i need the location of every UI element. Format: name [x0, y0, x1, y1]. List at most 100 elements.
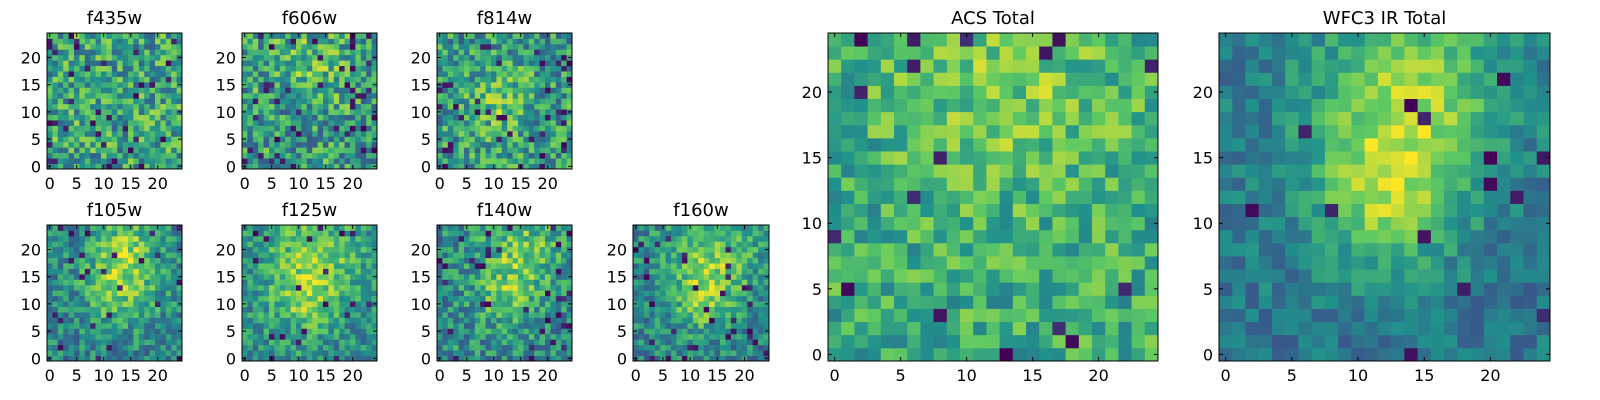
heatmap-cell — [95, 312, 102, 318]
heatmap-cell — [312, 81, 318, 88]
heatmap-cell — [720, 225, 726, 231]
heatmap-cell — [703, 268, 710, 275]
heatmap-cell — [106, 158, 113, 164]
heatmap-cell — [90, 33, 96, 39]
heatmap-cell — [480, 306, 486, 313]
heatmap-cell — [464, 103, 470, 110]
heatmap-cell — [474, 103, 481, 110]
heatmap-cell — [469, 328, 476, 335]
heatmap-cell — [442, 147, 449, 154]
heatmap-cell — [52, 60, 59, 67]
heatmap-cell — [317, 141, 324, 148]
heatmap-cell — [366, 109, 372, 115]
heatmap-cell — [171, 109, 177, 115]
heatmap-cell — [95, 284, 102, 291]
heatmap-cell — [301, 241, 308, 248]
heatmap-cell — [752, 273, 759, 280]
heatmap-cell — [649, 263, 656, 269]
heatmap-cell — [1012, 164, 1027, 178]
panel-title: f140w — [477, 200, 532, 221]
heatmap-cell — [854, 308, 868, 323]
heatmap-cell — [539, 60, 546, 67]
heatmap-cell — [74, 136, 80, 143]
heatmap-cell — [714, 312, 721, 318]
heatmap-cell — [491, 71, 497, 77]
heatmap-cell — [333, 76, 340, 83]
heatmap-cell — [128, 328, 134, 335]
heatmap-cell — [306, 279, 313, 286]
heatmap-cell — [106, 109, 113, 115]
heatmap-cell — [296, 246, 302, 253]
heatmap-cell — [523, 98, 530, 105]
heatmap-cell — [269, 339, 275, 346]
heatmap-cell — [155, 71, 161, 77]
heatmap-cell — [317, 273, 324, 280]
heatmap-cell — [736, 284, 743, 291]
heatmap-cell — [458, 120, 465, 126]
heatmap-cell — [339, 92, 345, 99]
heatmap-cell — [263, 230, 270, 237]
heatmap-cell — [106, 339, 113, 346]
heatmap-cell — [643, 235, 650, 242]
heatmap-cell — [350, 114, 356, 121]
heatmap-cell — [279, 225, 286, 231]
heatmap-cell — [247, 65, 254, 72]
heatmap-cell — [133, 252, 140, 259]
heatmap-cell — [63, 158, 69, 164]
heatmap-cell — [106, 235, 113, 242]
heatmap-cell — [545, 268, 551, 275]
heatmap-cell — [317, 54, 324, 61]
heatmap-cell — [274, 33, 281, 39]
heatmap-cell — [344, 87, 351, 94]
heatmap-cell — [501, 295, 508, 302]
heatmap-cell — [290, 71, 297, 77]
heatmap-cell — [95, 92, 102, 99]
heatmap-cell — [528, 163, 535, 170]
heatmap-cell — [63, 230, 69, 237]
heatmap-cell — [474, 49, 481, 56]
heatmap-cell — [328, 252, 335, 259]
heatmap-cell — [242, 241, 248, 248]
heatmap-cell — [344, 230, 351, 237]
heatmap-cell — [550, 81, 557, 88]
heatmap-cell — [474, 284, 481, 291]
heatmap-cell — [344, 125, 351, 132]
heatmap-cell — [528, 355, 535, 362]
heatmap-cell — [555, 87, 562, 94]
heatmap-cell — [312, 103, 318, 110]
heatmap-cell — [841, 203, 855, 218]
heatmap-cell — [155, 317, 161, 324]
heatmap-cell — [84, 246, 91, 253]
heatmap-cell — [633, 306, 639, 313]
heatmap-cell — [447, 125, 454, 132]
heatmap-cell — [258, 290, 264, 297]
heatmap-cell — [507, 279, 513, 286]
heatmap-cell — [973, 295, 987, 309]
heatmap-cell — [269, 268, 275, 275]
heatmap-cell — [68, 284, 75, 291]
heatmap-cell — [63, 350, 69, 356]
heatmap-cell — [566, 60, 573, 67]
heatmap-cell — [160, 339, 167, 346]
heatmap-cell — [306, 158, 313, 164]
heatmap-cell — [63, 235, 69, 242]
heatmap-cell — [317, 71, 324, 77]
heatmap-cell — [68, 152, 75, 159]
heatmap-cell — [437, 103, 443, 110]
heatmap-cell — [111, 279, 118, 286]
heatmap-cell — [709, 339, 715, 346]
x-tick-label: 10 — [289, 366, 309, 385]
heatmap-cell — [317, 60, 324, 67]
heatmap-cell — [474, 230, 481, 237]
heatmap-cell — [946, 242, 961, 257]
heatmap-cell — [665, 268, 672, 275]
heatmap-cell — [458, 81, 465, 88]
heatmap-cell — [79, 268, 86, 275]
heatmap-cell — [339, 317, 345, 324]
heatmap-cell — [165, 252, 172, 259]
heatmap-cell — [545, 60, 551, 67]
heatmap-cell — [469, 235, 476, 242]
heatmap-cell — [360, 109, 367, 115]
heatmap-cell — [555, 268, 562, 275]
heatmap-cell — [736, 350, 743, 356]
